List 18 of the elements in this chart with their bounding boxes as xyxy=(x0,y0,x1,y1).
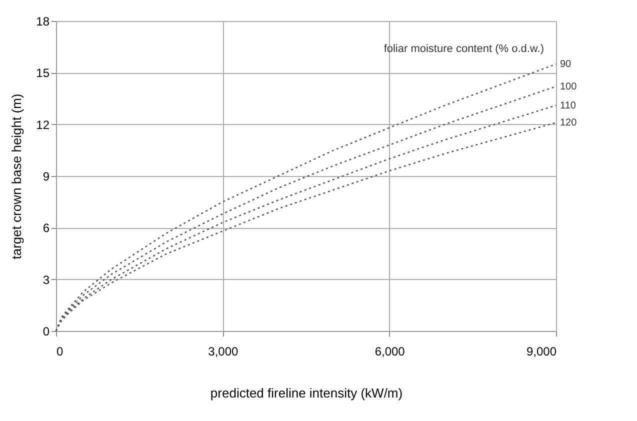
x-tick-label: 9,000 xyxy=(526,344,557,358)
y-tick-label: 3 xyxy=(42,272,50,287)
y-tick-label: 15 xyxy=(36,66,50,80)
x-tick-label: 3,000 xyxy=(208,344,239,358)
legend-title: foliar moisture content (% o.d.w.) xyxy=(384,43,544,55)
y-tick-label: 9 xyxy=(42,170,50,184)
y-tick-label: 6 xyxy=(42,221,50,236)
y-tick-label: 12 xyxy=(36,118,50,132)
series-label: 110 xyxy=(560,100,576,112)
x-axis-title: predicted fireline intensity (kW/m) xyxy=(210,386,403,400)
series-label: 120 xyxy=(560,118,578,129)
y-tick-label: 18 xyxy=(36,14,50,28)
x-tick-label: 0 xyxy=(56,344,64,358)
y-axis-title: target crown base height (m) xyxy=(9,94,24,260)
series-label: 100 xyxy=(560,81,578,92)
series-label: 90 xyxy=(560,59,572,70)
x-tick-label: 6,000 xyxy=(374,344,406,358)
y-tick-label: 0 xyxy=(42,324,50,338)
